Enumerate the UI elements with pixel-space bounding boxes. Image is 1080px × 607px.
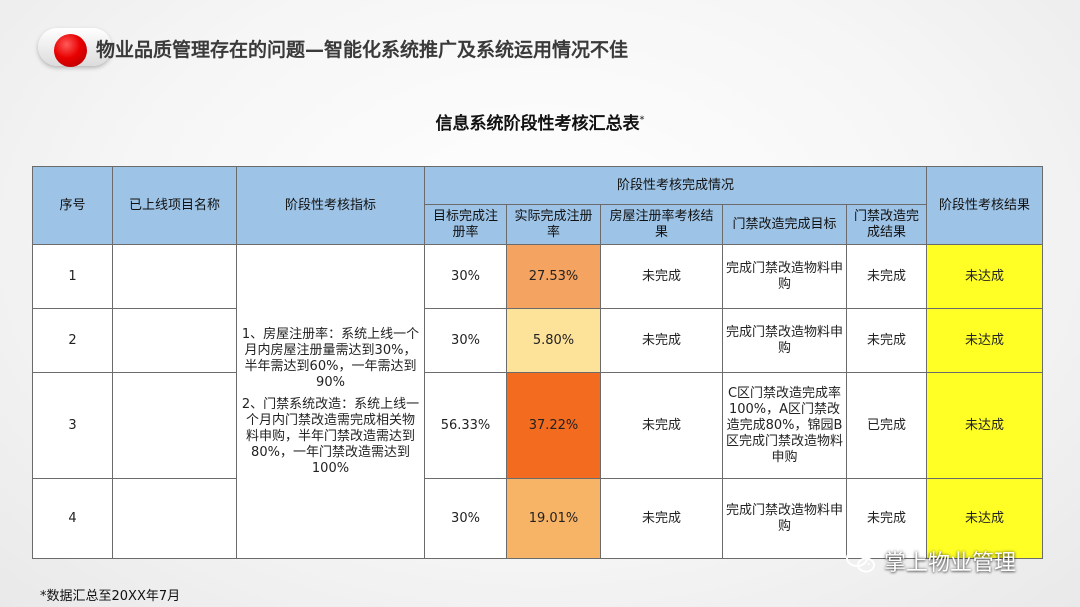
header-final-result: 阶段性考核结果 xyxy=(926,166,1044,245)
cell-seq: 2 xyxy=(32,308,113,373)
cell-project xyxy=(112,308,237,373)
cell-door-target: C区门禁改造完成率100%，A区门禁改造完成80%，锦园B区完成门禁改造物料申购 xyxy=(722,372,847,479)
cell-reg-result: 未完成 xyxy=(600,372,723,479)
header-door-target: 门禁改造完成目标 xyxy=(722,204,847,245)
cell-door-result: 已完成 xyxy=(845,372,928,479)
header-project: 已上线项目名称 xyxy=(112,166,237,245)
header-completion-group: 阶段性考核完成情况 xyxy=(423,166,928,205)
cell-actual-rate: 37.22% xyxy=(506,372,601,479)
table-row: 1 1、房屋注册率：系统上线一个月内房屋注册量需达到30%，半年需达到60%，一… xyxy=(32,244,1044,559)
table-title-text: 信息系统阶段性考核汇总表 xyxy=(435,114,640,134)
table-row: 3 56.33% 37.22% 未完成 C区门禁改造完成率100%，A区门禁改造… xyxy=(32,372,1044,479)
cell-target-rate: 30% xyxy=(424,478,507,559)
red-dot-icon xyxy=(54,34,87,67)
table-row: 4 30% 19.01% 未完成 完成门禁改造物料申购 未完成 未达成 xyxy=(32,478,1044,559)
cell-door-result: 未完成 xyxy=(845,308,928,373)
cell-final-result: 未达成 xyxy=(926,478,1044,559)
cell-final-result: 未达成 xyxy=(926,372,1044,479)
cell-door-result: 未完成 xyxy=(845,478,928,559)
cell-seq: 4 xyxy=(32,478,113,559)
cell-actual-rate: 27.53% xyxy=(506,244,601,309)
header-seq: 序号 xyxy=(32,166,113,245)
cell-final-result: 未达成 xyxy=(926,308,1044,373)
cell-door-target: 完成门禁改造物料申购 xyxy=(722,308,847,373)
table-title-mark: * xyxy=(639,114,645,126)
cell-reg-result: 未完成 xyxy=(600,308,723,373)
slide-header: 物业品质管理存在的问题—智能化系统推广及系统运用情况不佳 xyxy=(30,24,1060,68)
cell-reg-result: 未完成 xyxy=(600,244,723,309)
title-bullet-pill xyxy=(38,28,112,67)
table-title: 信息系统阶段性考核汇总表* xyxy=(0,109,1080,134)
cell-door-target: 完成门禁改造物料申购 xyxy=(722,244,847,309)
cell-target-rate: 30% xyxy=(424,308,507,373)
cell-reg-result: 未完成 xyxy=(600,478,723,559)
cell-actual-rate: 5.80% xyxy=(506,308,601,373)
cell-project xyxy=(112,372,237,479)
header-indicator: 阶段性考核指标 xyxy=(236,166,425,245)
table-row: 2 30% 5.80% 未完成 完成门禁改造物料申购 未完成 未达成 xyxy=(32,308,1044,373)
cell-actual-rate: 19.01% xyxy=(506,478,601,559)
cell-indicator: 1、房屋注册率：系统上线一个月内房屋注册量需达到30%，半年需达到60%，一年需… xyxy=(236,244,425,559)
header-door-result: 门禁改造完成结果 xyxy=(845,204,928,245)
footnote: *数据汇总至20XX年7月 xyxy=(40,589,181,604)
cell-project xyxy=(112,478,237,559)
header-actual-rate: 实际完成注册率 xyxy=(506,204,601,245)
header-reg-result: 房屋注册率考核结果 xyxy=(600,204,723,245)
cell-project xyxy=(112,244,237,309)
page-title: 物业品质管理存在的问题—智能化系统推广及系统运用情况不佳 xyxy=(96,39,629,61)
assessment-table: 序号 已上线项目名称 阶段性考核指标 阶段性考核完成情况 阶段性考核结果 目标完… xyxy=(32,166,1044,559)
header-target-rate: 目标完成注册率 xyxy=(424,204,507,245)
watermark: 掌上物业管理 xyxy=(846,544,1016,578)
cell-door-result: 未完成 xyxy=(845,244,928,309)
indicator-part-2: 2、门禁系统改造：系统上线一个月内门禁改造需完成相关物料申购，半年门禁改造需达到… xyxy=(241,396,420,476)
cell-seq: 1 xyxy=(32,244,113,309)
wechat-icon xyxy=(846,549,875,573)
cell-final-result: 未达成 xyxy=(926,244,1044,309)
watermark-text: 掌上物业管理 xyxy=(884,551,1017,576)
cell-seq: 3 xyxy=(32,372,113,479)
cell-target-rate: 56.33% xyxy=(424,372,507,479)
indicator-part-1: 1、房屋注册率：系统上线一个月内房屋注册量需达到30%，半年需达到60%，一年需… xyxy=(241,326,420,390)
cell-door-target: 完成门禁改造物料申购 xyxy=(722,478,847,559)
cell-target-rate: 30% xyxy=(424,244,507,309)
